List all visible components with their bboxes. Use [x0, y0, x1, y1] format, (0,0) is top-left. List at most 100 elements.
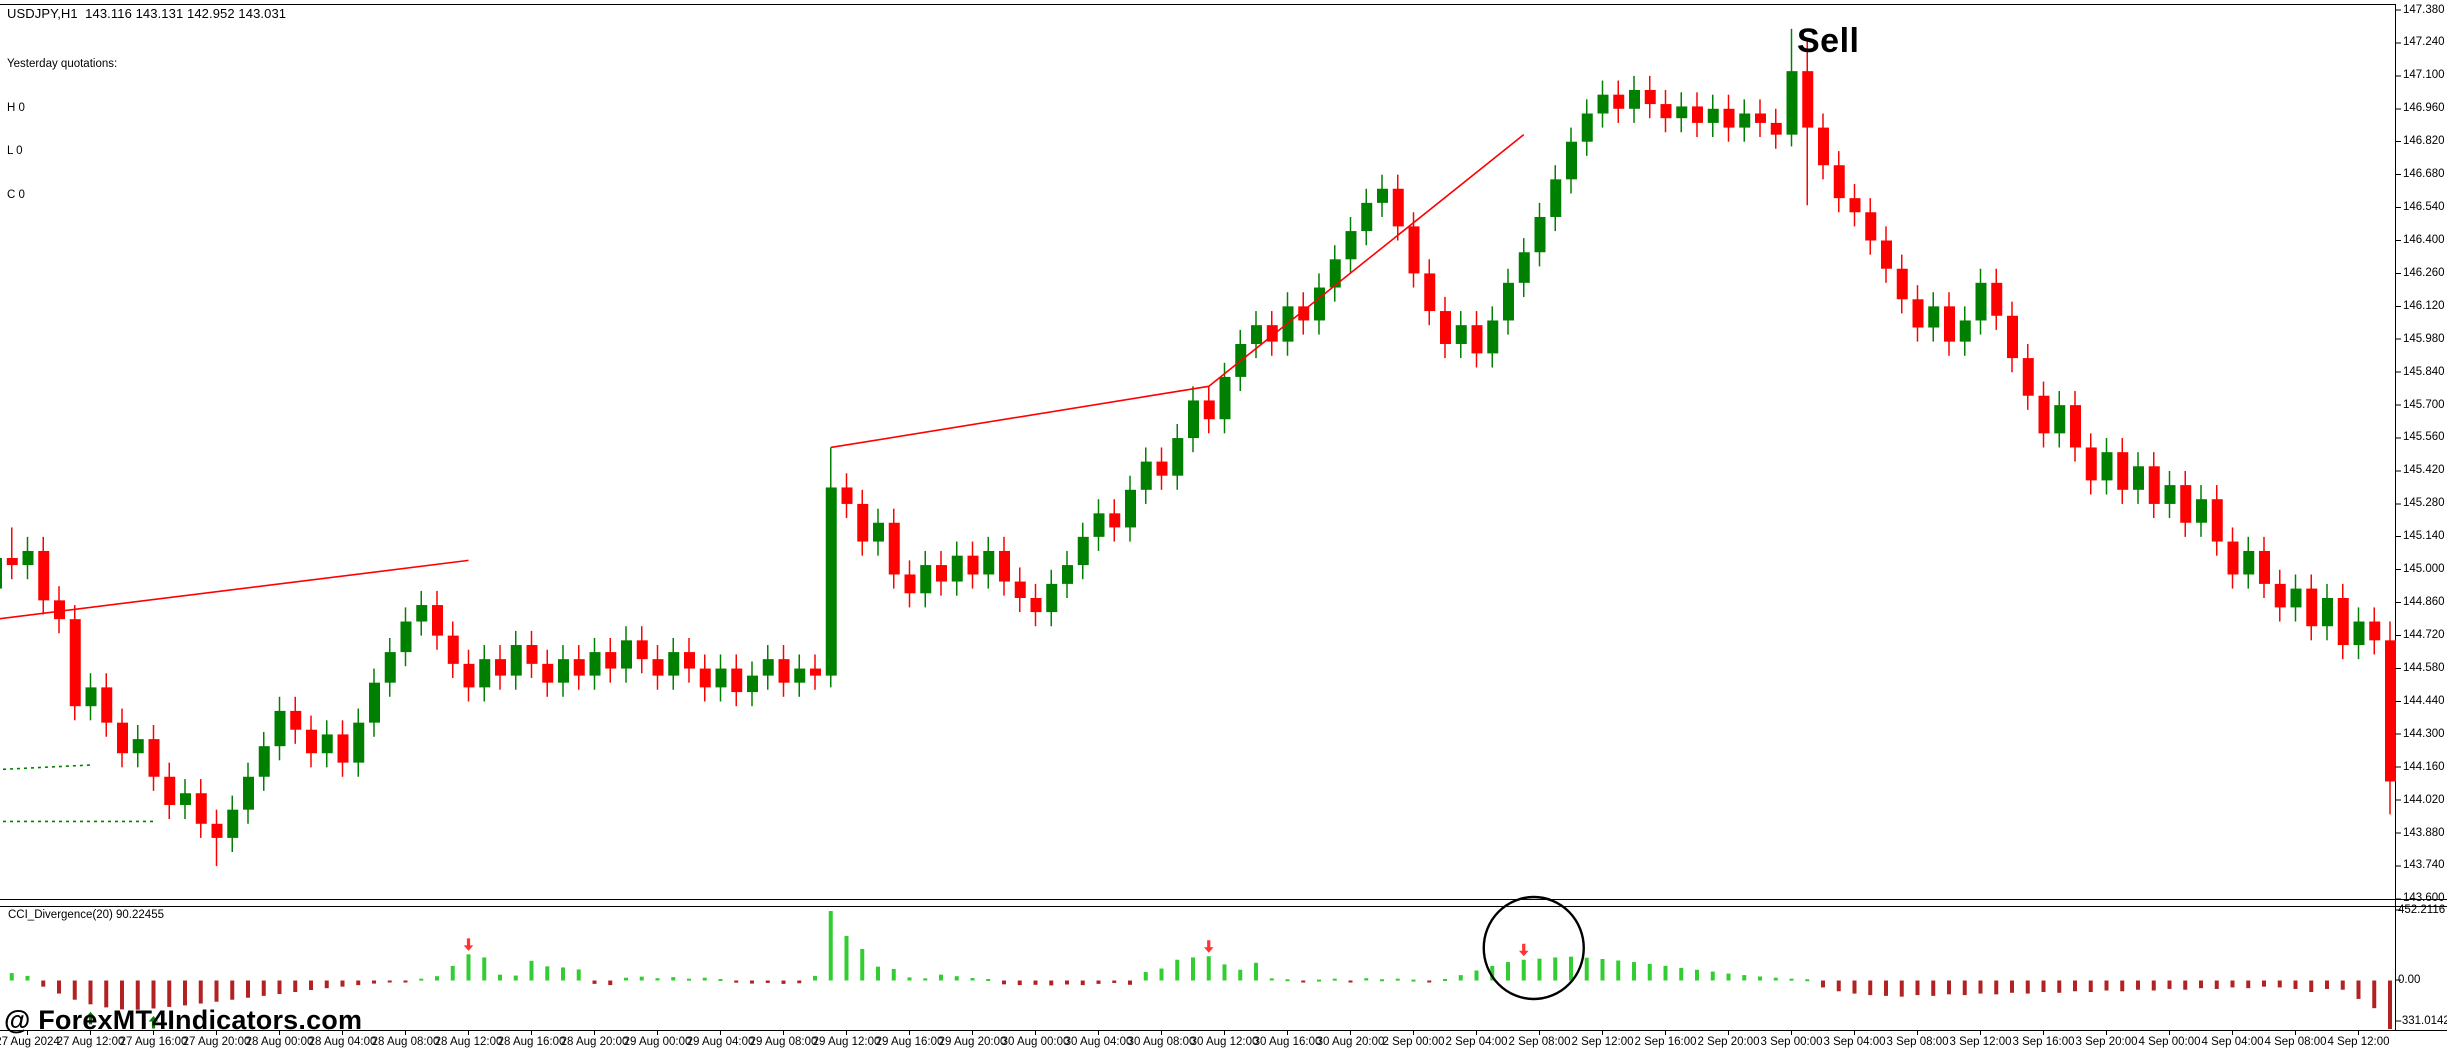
candle-body	[2070, 405, 2081, 448]
cci-bar	[340, 980, 345, 987]
candle-body	[447, 635, 459, 664]
cci-bar	[2073, 980, 2077, 992]
candle-body	[1818, 127, 1829, 166]
cci-bar	[671, 977, 676, 981]
cci-bar	[9, 973, 14, 981]
sell-arrow-icon	[1518, 943, 1529, 957]
time-axis-label: 28 Aug 08:00	[371, 1036, 440, 1048]
divergence-trend-line	[830, 134, 1525, 449]
cci-bar	[1474, 970, 1479, 981]
cci-bar	[72, 980, 77, 1000]
price-axis-label: 145.000	[2403, 563, 2445, 576]
cci-bar	[1395, 978, 1400, 981]
cci-bar	[2372, 980, 2377, 1009]
candle-body	[873, 522, 884, 542]
candle-body	[2290, 588, 2302, 608]
price-axis-label: 144.440	[2403, 694, 2445, 707]
watermark: @ ForexMT4Indicators.com	[4, 1005, 363, 1035]
cci-bar	[529, 960, 534, 981]
cci-bar	[1175, 959, 1180, 981]
candle-body	[2054, 405, 2066, 434]
cci-bar	[2230, 980, 2235, 988]
cci-bar	[324, 980, 329, 989]
cci-bar	[1553, 957, 1558, 981]
cci-bar	[576, 969, 581, 981]
candle-body	[400, 621, 412, 653]
time-axis-label: 3 Sep 00:00	[1760, 1036, 1823, 1048]
candle-body	[384, 652, 396, 683]
cci-bar	[403, 980, 408, 983]
candle-body	[1959, 320, 1971, 342]
cci-bar	[57, 980, 61, 994]
price-axis-label: 145.980	[2403, 332, 2445, 345]
candle-body	[636, 640, 648, 660]
cci-bar	[687, 978, 691, 981]
cci-bar	[1380, 979, 1384, 982]
time-axis-label: 28 Aug 00:00	[245, 1036, 314, 1048]
candle-body	[825, 487, 837, 676]
candle-body	[2196, 499, 2207, 523]
candle-body	[432, 605, 443, 636]
candle-body	[1140, 461, 1152, 490]
indicator-axis-label: 0.00	[2398, 973, 2421, 986]
sell-annotation: Sell	[1797, 22, 1860, 60]
cci-bar	[1348, 980, 1353, 983]
candle-body	[2211, 499, 2223, 542]
cci-bar	[1017, 980, 1022, 986]
time-axis-label: 3 Sep 20:00	[2075, 1036, 2138, 1048]
candle-body	[2007, 315, 2018, 359]
cci-bar	[860, 948, 865, 981]
cci-bar	[230, 980, 235, 1000]
cci-bar	[25, 975, 30, 981]
cci-bar	[1096, 980, 1101, 984]
candle-body	[2022, 358, 2034, 396]
price-axis-label: 147.100	[2403, 69, 2445, 82]
candle-body	[1912, 299, 1924, 328]
candle-body	[369, 682, 380, 723]
candle-body	[2385, 640, 2396, 782]
indicator-axis-label: 452.2116	[2398, 903, 2446, 916]
candle-body	[810, 668, 821, 676]
candle-body	[306, 729, 317, 754]
price-axis-label: 144.160	[2403, 760, 2445, 773]
candle-body	[510, 645, 522, 676]
chart-title: USDJPY,H1 143.116 143.131 142.952 143.03…	[7, 6, 287, 21]
cci-bar	[1584, 957, 1589, 981]
candle-body	[195, 793, 207, 824]
candle-body	[1487, 320, 1499, 354]
cci-bar	[1222, 964, 1227, 981]
cci-bar	[781, 980, 786, 984]
candle-body	[0, 558, 2, 589]
price-axis-label: 146.540	[2403, 201, 2445, 214]
cci-bar	[1002, 980, 1006, 985]
candle-body	[1613, 94, 1625, 109]
cci-bar	[120, 980, 124, 1010]
candle-body	[2322, 598, 2333, 627]
candle-body	[2101, 452, 2113, 481]
candle-body	[2259, 550, 2270, 584]
cci-bar	[356, 980, 361, 986]
candle-body	[227, 809, 239, 838]
candle-body	[164, 776, 176, 805]
cci-bar	[387, 980, 392, 983]
cci-bar	[2120, 980, 2125, 992]
time-axis-label: 3 Sep 04:00	[1823, 1036, 1886, 1048]
time-axis-label: 27 Aug 2024	[0, 1036, 60, 1048]
time-axis-label: 2 Sep 20:00	[1697, 1036, 1760, 1048]
cci-bar	[592, 980, 597, 984]
candle-body	[1156, 461, 1168, 476]
cci-bar	[1632, 962, 1636, 981]
cci-bar	[765, 980, 770, 983]
price-axis-label: 143.600	[2403, 892, 2445, 905]
candle-body	[290, 710, 302, 730]
candle-body	[1676, 106, 1688, 119]
candle-body	[2353, 621, 2365, 646]
cci-bar	[2356, 980, 2361, 999]
candle-body	[2148, 466, 2160, 504]
candle-body	[684, 652, 695, 669]
candle-body	[1644, 89, 1656, 105]
cci-bar	[1773, 977, 1778, 981]
price-axis-label: 144.720	[2403, 628, 2445, 641]
price-axis-label: 145.700	[2403, 398, 2445, 411]
